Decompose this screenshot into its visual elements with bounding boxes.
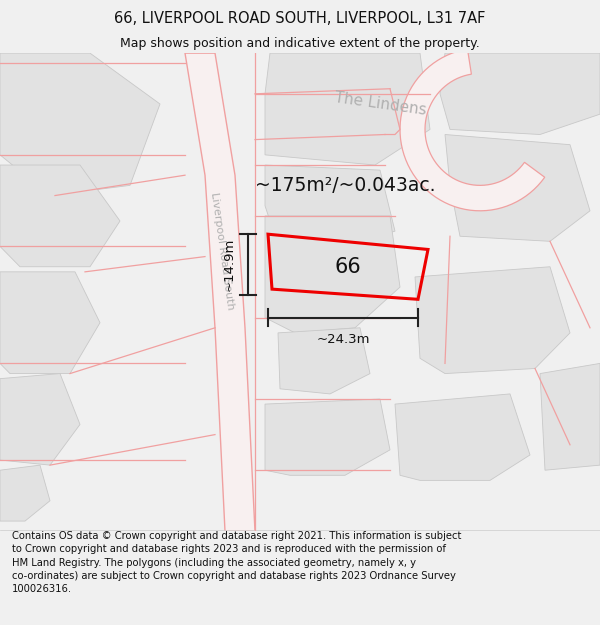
Polygon shape [0,165,120,267]
Text: Liverpool Road South: Liverpool Road South [209,192,235,311]
Polygon shape [0,465,50,521]
Polygon shape [265,399,390,475]
Polygon shape [185,53,255,531]
Text: 66, LIVERPOOL ROAD SOUTH, LIVERPOOL, L31 7AF: 66, LIVERPOOL ROAD SOUTH, LIVERPOOL, L31… [115,11,485,26]
Polygon shape [0,272,100,374]
Polygon shape [440,53,600,134]
Text: ~14.9m: ~14.9m [223,238,236,291]
Text: Map shows position and indicative extent of the property.: Map shows position and indicative extent… [120,38,480,50]
Polygon shape [395,394,530,481]
Polygon shape [400,49,545,211]
Polygon shape [265,165,395,246]
Text: Contains OS data © Crown copyright and database right 2021. This information is : Contains OS data © Crown copyright and d… [12,531,461,594]
Polygon shape [278,328,370,394]
Text: 66: 66 [335,257,361,277]
Polygon shape [265,53,430,165]
Polygon shape [415,267,570,374]
Polygon shape [0,374,80,465]
Text: ~24.3m: ~24.3m [316,333,370,346]
Text: ~175m²/~0.043ac.: ~175m²/~0.043ac. [255,176,435,195]
Polygon shape [265,216,400,333]
Polygon shape [0,53,160,196]
Polygon shape [540,363,600,470]
Polygon shape [445,134,590,241]
Text: The Lindens: The Lindens [333,90,427,118]
